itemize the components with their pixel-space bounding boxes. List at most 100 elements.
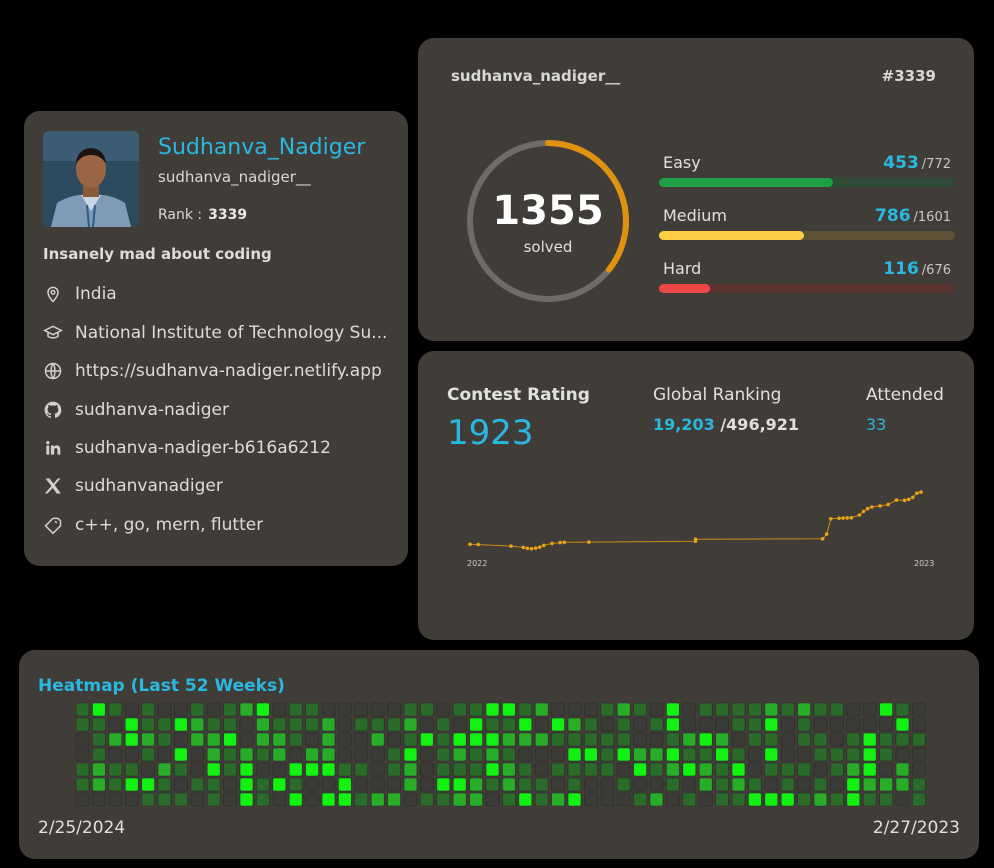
heatmap-cell[interactable] (584, 762, 598, 777)
heatmap-cell[interactable] (912, 732, 926, 747)
heatmap-cell[interactable] (370, 792, 385, 807)
heatmap-cell[interactable] (387, 717, 401, 732)
heatmap-cell[interactable] (272, 702, 287, 717)
heatmap-cell[interactable] (141, 717, 155, 732)
heatmap-cell[interactable] (174, 717, 188, 732)
heatmap-cell[interactable] (436, 732, 451, 747)
heatmap-cell[interactable] (731, 777, 746, 792)
heatmap-cell[interactable] (469, 762, 483, 777)
heatmap-cell[interactable] (502, 792, 516, 807)
heatmap-cell[interactable] (305, 717, 319, 732)
heatmap-cell[interactable] (748, 762, 762, 777)
heatmap-cell[interactable] (879, 732, 893, 747)
heatmap-cell[interactable] (731, 717, 746, 732)
heatmap-cell[interactable] (272, 792, 287, 807)
heatmap-cell[interactable] (420, 732, 434, 747)
heatmap-cell[interactable] (223, 732, 237, 747)
heatmap-cell[interactable] (912, 747, 926, 762)
heatmap-cell[interactable] (485, 717, 500, 732)
heatmap-cell[interactable] (206, 762, 221, 777)
heatmap-cell[interactable] (92, 762, 106, 777)
heatmap-cell[interactable] (715, 747, 729, 762)
heatmap-cell[interactable] (469, 732, 483, 747)
heatmap-cell[interactable] (584, 777, 598, 792)
heatmap-cell[interactable] (682, 762, 697, 777)
heatmap-cell[interactable] (895, 762, 910, 777)
heatmap-cell[interactable] (764, 792, 779, 807)
heatmap-cell[interactable] (715, 732, 729, 747)
heatmap-cell[interactable] (731, 732, 746, 747)
heatmap-cell[interactable] (420, 717, 434, 732)
heatmap-cell[interactable] (715, 702, 729, 717)
heatmap-cell[interactable] (387, 777, 401, 792)
heatmap-cell[interactable] (141, 702, 155, 717)
heatmap-cell[interactable] (305, 702, 319, 717)
heatmap-cell[interactable] (354, 777, 369, 792)
heatmap-cell[interactable] (190, 717, 205, 732)
heatmap-cell[interactable] (764, 762, 779, 777)
heatmap-cell[interactable] (321, 702, 336, 717)
heatmap-cell[interactable] (518, 717, 533, 732)
heatmap-cell[interactable] (485, 762, 500, 777)
heatmap-cell[interactable] (239, 747, 254, 762)
heatmap-cell[interactable] (124, 792, 139, 807)
heatmap-cell[interactable] (666, 777, 680, 792)
heatmap-cell[interactable] (895, 777, 910, 792)
heatmap-cell[interactable] (649, 777, 664, 792)
heatmap-cell[interactable] (797, 717, 811, 732)
heatmap-cell[interactable] (682, 777, 697, 792)
heatmap-cell[interactable] (436, 717, 451, 732)
heatmap-cell[interactable] (108, 777, 123, 792)
heatmap-cell[interactable] (223, 762, 237, 777)
heatmap-cell[interactable] (666, 792, 680, 807)
heatmap-cell[interactable] (830, 792, 844, 807)
heatmap-cell[interactable] (551, 717, 565, 732)
heatmap-cell[interactable] (469, 777, 483, 792)
heatmap-cell[interactable] (731, 702, 746, 717)
heatmap-cell[interactable] (190, 792, 205, 807)
heatmap-cell[interactable] (272, 762, 287, 777)
heatmap-cell[interactable] (649, 762, 664, 777)
heatmap-cell[interactable] (108, 702, 123, 717)
heatmap-cell[interactable] (830, 732, 844, 747)
heatmap-cell[interactable] (141, 777, 155, 792)
heatmap-cell[interactable] (157, 762, 172, 777)
heatmap-cell[interactable] (731, 762, 746, 777)
heatmap-cell[interactable] (797, 762, 811, 777)
heatmap-cell[interactable] (780, 792, 795, 807)
heatmap-cell[interactable] (895, 747, 910, 762)
heatmap-cell[interactable] (157, 777, 172, 792)
heatmap-cell[interactable] (321, 792, 336, 807)
website-link[interactable]: https://sudhanva-nadiger.netlify.app (75, 361, 382, 381)
heatmap-cell[interactable] (616, 792, 631, 807)
heatmap-cell[interactable] (649, 732, 664, 747)
heatmap-cell[interactable] (75, 762, 90, 777)
heatmap-cell[interactable] (731, 792, 746, 807)
heatmap-cell[interactable] (780, 777, 795, 792)
heatmap-cell[interactable] (288, 777, 303, 792)
heatmap-cell[interactable] (830, 777, 844, 792)
heatmap-cell[interactable] (157, 732, 172, 747)
heatmap-cell[interactable] (830, 717, 844, 732)
heatmap-cell[interactable] (239, 762, 254, 777)
heatmap-cell[interactable] (780, 717, 795, 732)
heatmap-cell[interactable] (698, 717, 713, 732)
heatmap-cell[interactable] (370, 702, 385, 717)
heatmap-cell[interactable] (813, 792, 828, 807)
heatmap-cell[interactable] (600, 732, 615, 747)
heatmap-cell[interactable] (452, 792, 467, 807)
heatmap-cell[interactable] (174, 747, 188, 762)
heatmap-cell[interactable] (256, 717, 270, 732)
info-twitter[interactable]: sudhanvanadiger (43, 476, 393, 496)
heatmap-cell[interactable] (174, 732, 188, 747)
heatmap-cell[interactable] (502, 747, 516, 762)
heatmap-cell[interactable] (420, 762, 434, 777)
heatmap-cell[interactable] (256, 702, 270, 717)
heatmap-cell[interactable] (403, 777, 418, 792)
heatmap-cell[interactable] (272, 732, 287, 747)
heatmap-cell[interactable] (420, 702, 434, 717)
heatmap-cell[interactable] (223, 717, 237, 732)
heatmap-cell[interactable] (551, 762, 565, 777)
heatmap-cell[interactable] (682, 792, 697, 807)
heatmap-cell[interactable] (141, 732, 155, 747)
